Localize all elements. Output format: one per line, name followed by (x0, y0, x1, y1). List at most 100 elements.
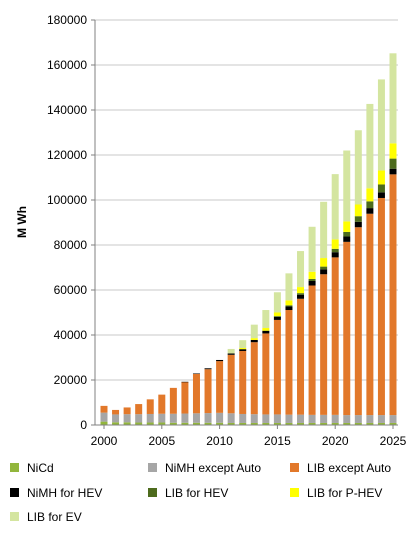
x-tick-label: 2015 (264, 434, 291, 448)
bar-segment-lib-except-auto (320, 274, 328, 415)
bar-segment-nimh-except-auto (250, 414, 258, 423)
bar-segment-nimh-for-hev (297, 294, 305, 299)
y-tick-label: 160000 (47, 58, 87, 72)
gridlines (95, 19, 398, 426)
bar-segment-nicd (354, 422, 362, 425)
bar-segment-lib-except-auto (273, 319, 281, 415)
bar-segment-nimh-for-hev (273, 316, 281, 320)
bar-segment-lib-for-ev (308, 226, 316, 272)
bar-segment-nicd (343, 422, 351, 425)
bar-segment-lib-for-hev (331, 248, 339, 253)
bar-segment-nimh-except-auto (285, 414, 293, 423)
legend-label: LIB except Auto (307, 461, 391, 475)
bar-segment-nimh-except-auto (192, 413, 200, 423)
bar-segment-lib-except-auto (343, 241, 351, 416)
bar-segment-lib-except-auto (308, 285, 316, 415)
bar-segment-lib-except-auto (158, 394, 166, 414)
bar-segment-nicd (331, 422, 339, 425)
bar-segment-nimh-except-auto (239, 413, 247, 423)
bar-segment-lib-for-hev (354, 216, 362, 222)
bar-segment-lib-for-p-hev (250, 338, 258, 340)
bar-segment-nicd (192, 422, 200, 425)
bar-segment-nicd (308, 422, 316, 425)
y-tick-label: 40000 (54, 328, 88, 342)
bar-segment-nicd (158, 422, 166, 425)
bar-segment-nicd (204, 422, 212, 425)
bar-segment-lib-for-ev (262, 310, 270, 329)
bar-segment-lib-for-p-hev (297, 287, 305, 294)
bar-segment-lib-for-ev (273, 292, 281, 313)
bar-segment-nimh-except-auto (273, 414, 281, 423)
bar-segment-lib-except-auto (354, 227, 362, 416)
y-axis-title: M Wh (15, 206, 29, 238)
bar-segment-lib-for-hev (273, 316, 281, 317)
bar-segment-lib-except-auto (227, 354, 235, 414)
bar-segment-lib-except-auto (262, 333, 270, 415)
bars (100, 53, 397, 425)
bar-segment-lib-for-p-hev (285, 300, 293, 306)
x-tick-label: 2020 (322, 434, 349, 448)
bar-segment-lib-except-auto (135, 404, 143, 415)
bar-segment-lib-except-auto (181, 382, 189, 414)
bar-segment-lib-for-hev (285, 305, 293, 307)
bar-segment-nimh-for-hev (343, 236, 351, 242)
bar-segment-nimh-except-auto (216, 412, 224, 423)
bar-segment-nimh-for-hev (216, 359, 224, 362)
bar-segment-lib-for-p-hev (354, 204, 362, 217)
bar-segment-nicd (320, 422, 328, 425)
y-tick-label: 120000 (47, 148, 87, 162)
bar-segment-nicd (285, 422, 293, 425)
bar-segment-nimh-except-auto (366, 415, 374, 423)
bar-segment-nimh-for-hev (377, 192, 385, 198)
legend-swatch (290, 488, 299, 497)
bar-segment-nimh-except-auto (146, 413, 154, 423)
y-tick-label: 20000 (54, 373, 88, 387)
bar-segment-nicd (239, 422, 247, 425)
bar-segment-lib-for-p-hev (273, 312, 281, 317)
bar-segment-lib-for-hev (389, 158, 397, 169)
bar-segment-lib-for-hev (297, 293, 305, 295)
bar-segment-nimh-except-auto (123, 414, 131, 423)
bar-segment-lib-for-ev (320, 201, 328, 259)
legend-swatch (148, 488, 157, 497)
x-tick-label: 2010 (206, 434, 233, 448)
bar-segment-nimh-except-auto (262, 414, 270, 423)
bar-segment-nimh-for-hev (354, 221, 362, 228)
bar-segment-nimh-for-hev (181, 381, 189, 383)
y-tick-label: 0 (80, 418, 87, 432)
bar-segment-nicd (181, 422, 189, 425)
bar-segment-lib-for-ev (297, 251, 305, 288)
bar-segment-nicd (100, 421, 108, 425)
bar-segment-nimh-for-hev (320, 269, 328, 275)
bar-segment-nicd (250, 422, 258, 425)
bar-segment-nimh-for-hev (227, 353, 235, 355)
bar-segment-nicd (366, 422, 374, 425)
bar-segment-nimh-except-auto (377, 415, 385, 423)
legend-label: NiMH except Auto (165, 461, 261, 475)
bar-segment-lib-for-hev (377, 184, 385, 193)
bar-segment-nimh-except-auto (227, 413, 235, 423)
bar-segment-lib-for-hev (343, 231, 351, 237)
bar-segment-nimh-except-auto (331, 414, 339, 423)
legend-label: LIB for HEV (165, 486, 228, 500)
bar-segment-lib-for-p-hev (389, 143, 397, 159)
bar-segment-nimh-except-auto (112, 414, 120, 423)
legend: NiCd NiMH except Auto LIB except Auto NiMH … (10, 461, 391, 524)
legend-swatch (10, 512, 19, 521)
bar-segment-lib-for-hev (366, 201, 374, 209)
bar-segment-lib-except-auto (100, 405, 108, 413)
bar-segment-nicd (169, 422, 177, 425)
x-tick-label: 2005 (148, 434, 175, 448)
y-tick-label: 80000 (54, 238, 88, 252)
bar-segment-lib-for-ev (389, 53, 397, 144)
bar-segment-lib-except-auto (250, 342, 258, 415)
bar-segment-lib-for-p-hev (308, 271, 316, 279)
bar-segment-lib-for-p-hev (377, 170, 385, 185)
bar-segment-nimh-for-hev (285, 306, 293, 311)
bar-segment-nicd (273, 422, 281, 425)
bar-segment-lib-for-ev (227, 348, 235, 354)
bar-segment-nimh-for-hev (331, 252, 339, 258)
bar-segment-lib-for-ev (354, 130, 362, 205)
bar-segment-nicd (377, 422, 385, 425)
